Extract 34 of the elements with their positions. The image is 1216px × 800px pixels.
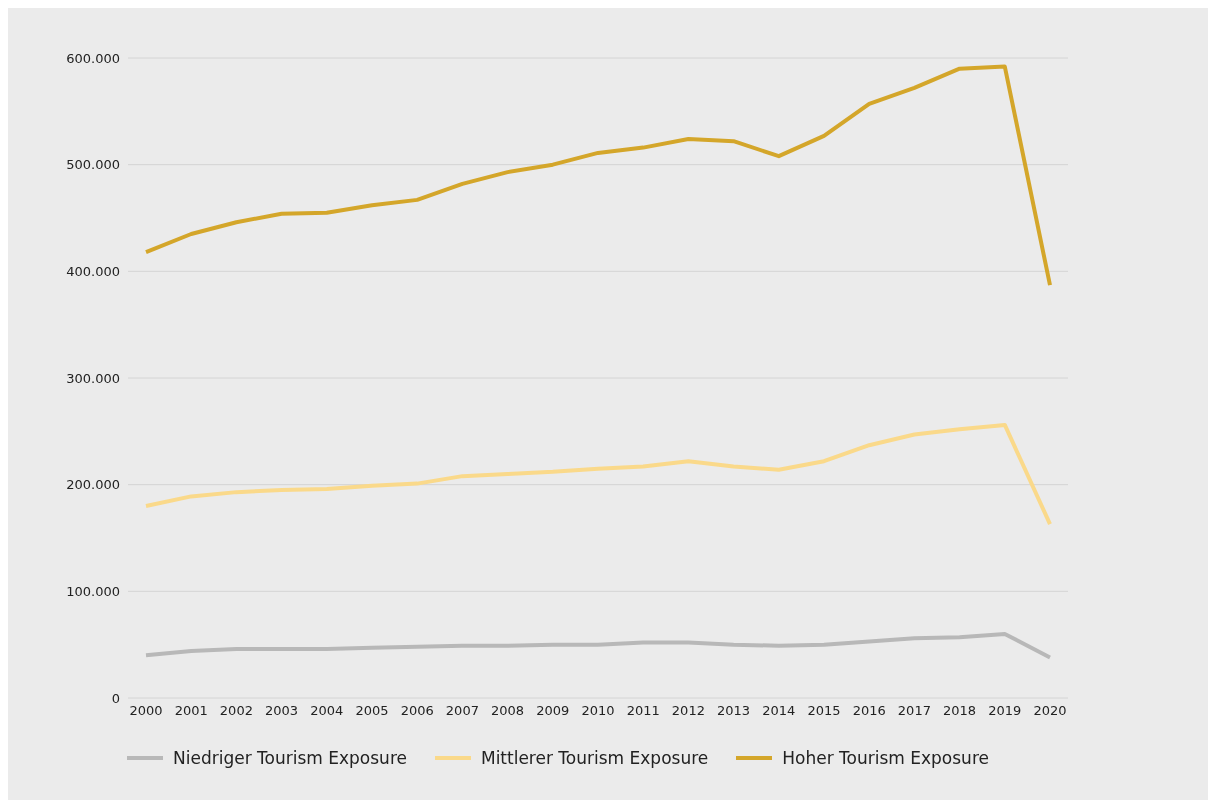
x-tick-label: 2018 <box>943 703 977 719</box>
x-tick-label: 2016 <box>852 703 886 719</box>
x-tick-label: 2009 <box>536 703 570 719</box>
y-tick-label: 200.000 <box>66 477 120 493</box>
x-tick-label: 2007 <box>445 703 479 719</box>
legend-label: Hoher Tourism Exposure <box>782 748 989 768</box>
x-tick-label: 2020 <box>1033 703 1067 719</box>
x-tick-label: 2010 <box>581 703 615 719</box>
x-tick-label: 2012 <box>671 703 705 719</box>
x-tick-label: 2017 <box>897 703 931 719</box>
y-tick-label: 0 <box>111 690 120 706</box>
y-tick-label: 300.000 <box>66 370 120 386</box>
x-tick-label: 2014 <box>762 703 796 719</box>
y-tick-label: 100.000 <box>66 583 120 599</box>
x-tick-label: 2015 <box>807 703 841 719</box>
x-tick-label: 2013 <box>717 703 751 719</box>
y-tick-label: 600.000 <box>66 50 120 66</box>
x-tick-label: 2019 <box>988 703 1022 719</box>
x-tick-label: 2005 <box>355 703 389 719</box>
line-series <box>144 64 1052 288</box>
x-tick-label: 2011 <box>626 703 660 719</box>
x-tick-label: 2004 <box>310 703 344 719</box>
x-tick-label: 2003 <box>265 703 299 719</box>
legend-label: Mittlerer Tourism Exposure <box>480 748 709 768</box>
line-series <box>144 632 1052 660</box>
x-tick-label: 2001 <box>174 703 208 719</box>
y-tick-label: 400.000 <box>66 263 120 279</box>
y-tick-label: 500.000 <box>66 157 120 173</box>
x-tick-label: 2006 <box>400 703 434 719</box>
legend-label: Niedriger Tourism Exposure <box>173 748 407 768</box>
x-tick-label: 2000 <box>129 703 163 719</box>
x-tick-label: 2008 <box>491 703 525 719</box>
x-tick-label: 2002 <box>219 703 253 719</box>
line-series <box>144 422 1052 527</box>
